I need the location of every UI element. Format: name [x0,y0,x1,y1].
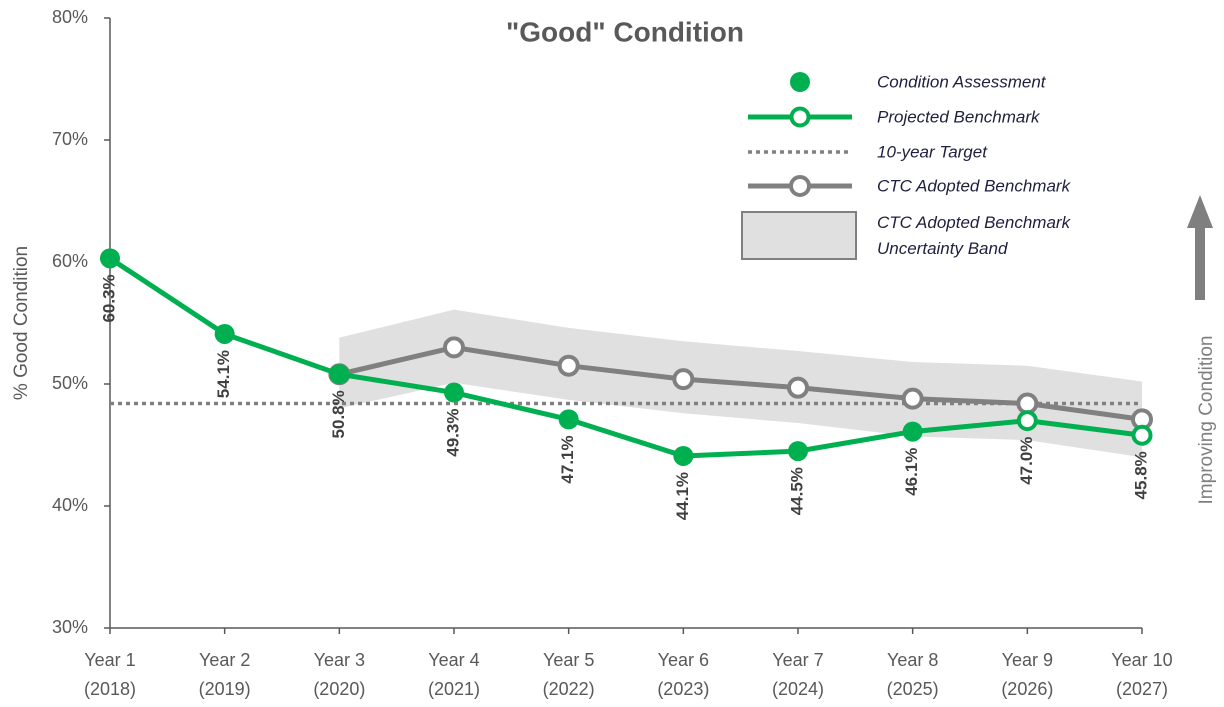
y-tick-label: 60% [52,251,88,271]
x-tick-label: (2024) [772,679,824,699]
condition-line [108,256,1143,459]
y-tick-label: 80% [52,7,88,27]
x-tick-label: (2021) [428,679,480,699]
assessment-marker [329,364,350,385]
legend-swatch [741,211,857,260]
y-tick-label: 70% [52,129,88,149]
assessment-marker [673,445,694,466]
legend-marker [789,175,811,197]
assessment-marker [444,382,464,403]
x-tick-label: Year 3 [314,650,365,670]
legend-marker [789,106,811,128]
data-label: 60.3% [99,274,118,322]
x-tick-label: Year 8 [887,650,938,670]
x-tick-label: Year 10 [1111,650,1172,670]
data-label: 45.8% [1131,451,1150,499]
y-axis-label: % Good Condition [11,246,32,400]
legend-marker [790,72,810,92]
annotation: Improving Condition [1196,336,1217,505]
benchmark-marker [1016,392,1039,415]
x-tick-label: (2020) [313,679,365,699]
data-label: 46.1% [902,448,921,496]
x-tick-label: (2022) [543,679,595,699]
x-tick-label: (2027) [1116,679,1168,699]
benchmark-marker [672,368,695,391]
benchmark-marker [901,387,924,410]
data-label: 54.1% [214,350,233,398]
assessment-marker [902,421,923,442]
x-tick-label: (2023) [657,679,709,699]
benchmark-line [338,344,1143,422]
y-tick-label: 30% [52,617,88,637]
data-label: 50.8% [329,390,348,438]
legend-label: Condition Assessment [877,72,1047,91]
legend-label: CTC Adopted Benchmark Uncertainty Band [877,213,1071,258]
legend-label: 10-year Target [877,142,988,161]
assessment-marker [558,409,579,430]
projected-marker [1131,424,1153,446]
data-label: 47.1% [558,435,577,483]
x-tick-label: Year 6 [658,650,709,670]
y-tick-label: 40% [52,495,88,515]
legend-label: Projected Benchmark [877,107,1041,126]
data-label: 49.3% [443,409,462,457]
assessment-marker [100,248,120,269]
benchmark-marker [443,336,465,359]
x-tick-label: Year 5 [543,650,594,670]
x-tick-label: (2026) [1001,679,1053,699]
x-tick-label: (2019) [199,679,251,699]
data-label: 44.1% [673,472,692,520]
x-tick-label: Year 7 [772,650,823,670]
legend-label: CTC Adopted Benchmark [877,176,1072,195]
x-tick-label: (2018) [84,679,136,699]
x-tick-label: Year 1 [84,650,135,670]
x-tick-label: Year 2 [199,650,250,670]
data-label: 47.0% [1017,437,1036,485]
chart-title: "Good" Condition [506,16,744,47]
y-tick-label: 50% [52,373,88,393]
assessment-marker [214,323,235,344]
arrow [1187,195,1213,300]
x-tick-label: (2025) [887,679,939,699]
assessment-marker [788,441,808,462]
benchmark-marker [557,354,580,377]
projected-marker [1016,410,1038,432]
benchmark-marker [787,376,809,399]
x-tick-label: Year 4 [428,650,479,670]
x-tick-label: Year 9 [1002,650,1053,670]
data-label: 44.5% [787,467,806,515]
